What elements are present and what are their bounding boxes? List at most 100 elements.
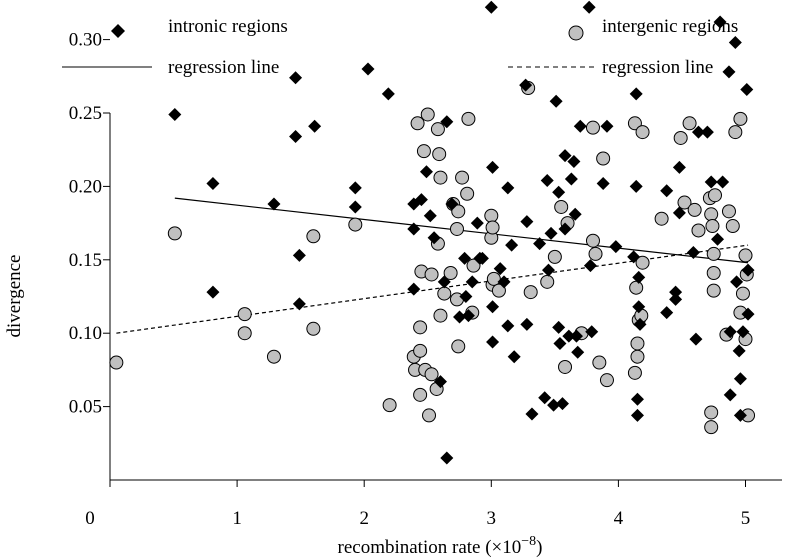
intergenic-point xyxy=(673,130,688,145)
y-tick-label: 0.05 xyxy=(69,397,102,418)
y-tick-label: 0.30 xyxy=(69,30,102,51)
legend-label-regression-solid: regression line xyxy=(168,57,279,78)
intronic-point xyxy=(741,263,755,277)
intergenic-point xyxy=(654,211,669,226)
y-tick-label: 0.10 xyxy=(69,323,102,344)
intergenic-point xyxy=(382,398,397,413)
intergenic-point xyxy=(491,283,506,298)
x-axis-title: recombination rate (×10−8) xyxy=(338,534,543,558)
intronic-point xyxy=(501,181,515,195)
intronic-point xyxy=(459,290,473,303)
y-axis-title: divergence xyxy=(4,255,25,338)
intergenic-point xyxy=(540,274,555,289)
intronic-point xyxy=(484,0,498,14)
intergenic-point xyxy=(627,116,642,131)
intergenic-point xyxy=(460,186,475,201)
intronic-point xyxy=(558,149,572,163)
y-tick-label: 0.25 xyxy=(69,103,102,124)
intergenic-point xyxy=(704,405,719,420)
intronic-point xyxy=(632,300,646,314)
intronic-point xyxy=(437,275,451,289)
intronic-point xyxy=(562,329,576,343)
intronic-point xyxy=(660,184,674,198)
intergenic-point xyxy=(167,226,182,241)
intronic-point xyxy=(440,115,454,129)
intergenic-point xyxy=(306,229,321,244)
intronic-point xyxy=(583,259,597,273)
intergenic-point xyxy=(466,258,481,273)
intronic-point xyxy=(736,325,750,339)
intergenic-point xyxy=(691,223,706,238)
intronic-point xyxy=(549,94,563,108)
intronic-point xyxy=(629,179,643,193)
intronic-point xyxy=(458,251,472,265)
intronic-point xyxy=(497,275,511,289)
legend-label-regression-dashed: regression line xyxy=(602,57,713,78)
intronic-point xyxy=(573,119,587,133)
intronic-point xyxy=(609,240,623,254)
intronic-point xyxy=(525,407,539,421)
intronic-point xyxy=(629,87,643,101)
intergenic-point xyxy=(627,365,642,380)
x-tick-label: 0 xyxy=(85,508,95,529)
intergenic-point xyxy=(237,307,252,322)
intronic-point xyxy=(519,78,533,92)
intergenic-point xyxy=(706,246,721,261)
intronic-point xyxy=(669,292,683,306)
intronic-point xyxy=(292,248,306,262)
intergenic-point xyxy=(306,321,321,336)
intergenic-point xyxy=(451,339,466,354)
legend-label-intergenic: intergenic regions xyxy=(602,16,738,37)
intronic-point xyxy=(505,238,519,252)
intergenic-point xyxy=(704,207,719,222)
intergenic-point xyxy=(413,387,428,402)
intronic-point xyxy=(723,388,737,402)
intronic-point xyxy=(660,306,674,320)
intronic-point xyxy=(461,309,475,323)
intronic-point xyxy=(381,87,395,101)
intronic-point xyxy=(733,372,747,386)
intronic-point xyxy=(732,344,746,358)
intronic-point xyxy=(627,250,641,264)
intronic-point xyxy=(552,185,566,199)
intergenic-point xyxy=(677,195,692,210)
intronic-point xyxy=(686,245,700,259)
intronic-point xyxy=(407,282,421,296)
legend-marker-intronic xyxy=(111,24,125,38)
legend: intronic regions intergenic regions regr… xyxy=(62,16,738,78)
intergenic-point xyxy=(422,408,437,423)
intronic-point xyxy=(700,125,714,139)
intronic-point xyxy=(493,262,507,276)
intronic-point xyxy=(538,391,552,405)
regression-line-intergenic xyxy=(116,244,749,334)
x-axis-title-close: ) xyxy=(536,537,542,558)
x-tick-label: 3 xyxy=(487,508,497,529)
intronic-point xyxy=(689,332,703,346)
intronic-point xyxy=(407,222,421,236)
intergenic-point xyxy=(682,116,697,131)
intronic-point xyxy=(486,300,500,314)
intronic-point xyxy=(465,275,479,289)
intergenic-point xyxy=(433,170,448,185)
intronic-point xyxy=(552,320,566,334)
intronic-point xyxy=(672,206,686,220)
legend-marker-intergenic xyxy=(568,25,584,41)
intergenic-point xyxy=(558,359,573,374)
intergenic-point xyxy=(486,271,501,286)
intronic-point xyxy=(596,176,610,190)
intergenic-point xyxy=(430,122,445,137)
intergenic-point xyxy=(588,246,603,261)
intronic-point xyxy=(704,175,718,189)
intronic-point xyxy=(553,336,567,350)
intronic-point xyxy=(427,231,441,245)
intronic-point xyxy=(558,222,572,236)
intergenic-point xyxy=(735,286,750,301)
intronic-point xyxy=(168,107,182,121)
intronic-point xyxy=(600,119,614,133)
intergenic-point xyxy=(630,349,645,364)
intergenic-point xyxy=(725,219,740,234)
intronic-point xyxy=(419,165,433,179)
intergenic-point xyxy=(599,373,614,388)
intronic-point xyxy=(289,129,303,143)
